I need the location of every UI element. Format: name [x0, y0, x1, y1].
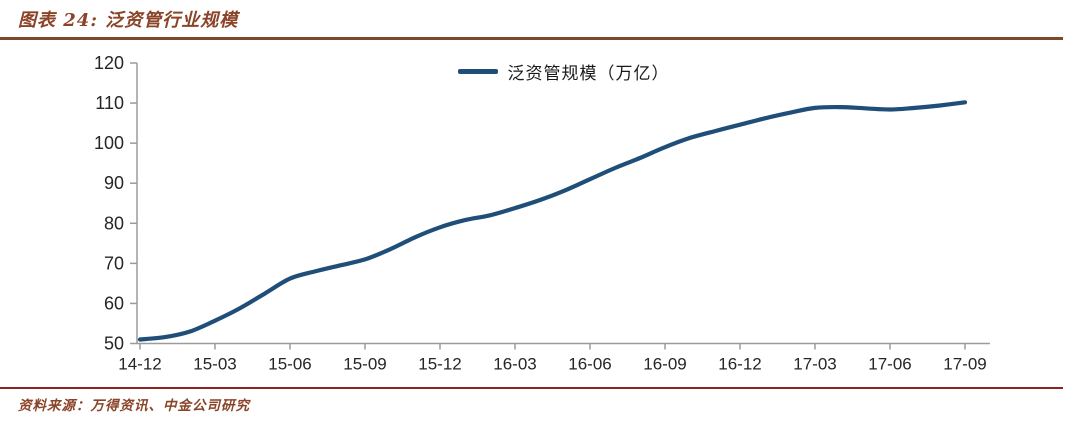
y-axis-tick-label: 90	[104, 173, 124, 193]
title-underline	[0, 37, 1063, 40]
y-axis-tick-label: 100	[94, 133, 124, 153]
legend-line-icon	[457, 68, 498, 74]
x-axis-tick-label: 15-06	[268, 355, 311, 374]
x-axis-tick-label: 16-09	[643, 355, 686, 374]
x-axis-tick-label: 17-06	[868, 355, 911, 374]
y-axis-tick-label: 60	[104, 293, 124, 313]
x-axis-tick-label: 14-12	[118, 355, 161, 374]
x-axis-tick-label: 15-03	[193, 355, 236, 374]
x-axis-tick-label: 15-12	[418, 355, 461, 374]
source-note: 资料来源：万得资讯、中金公司研究	[18, 398, 250, 414]
y-axis-tick-label: 50	[104, 334, 124, 354]
legend-label: 泛资管规模（万亿）	[507, 63, 670, 83]
x-axis-tick-label: 16-03	[493, 355, 536, 374]
x-axis-tick-label: 16-06	[568, 355, 611, 374]
page-title: 图表 24: 泛资管行业规模	[18, 10, 239, 31]
y-axis-tick-label: 80	[104, 213, 124, 233]
bottom-divider	[0, 387, 1063, 389]
x-axis-tick-label: 15-09	[343, 355, 386, 374]
chart-legend: 泛资管规模（万亿）	[137, 58, 990, 84]
x-axis-tick-label: 17-03	[793, 355, 836, 374]
data-line	[137, 100, 968, 342]
x-axis-tick-label: 17-09	[943, 355, 986, 374]
y-axis-tick-label: 70	[104, 253, 124, 273]
x-axis-tick-label: 16-12	[718, 355, 761, 374]
y-axis-tick-label: 120	[94, 53, 124, 73]
y-axis-tick-label: 110	[95, 93, 124, 113]
